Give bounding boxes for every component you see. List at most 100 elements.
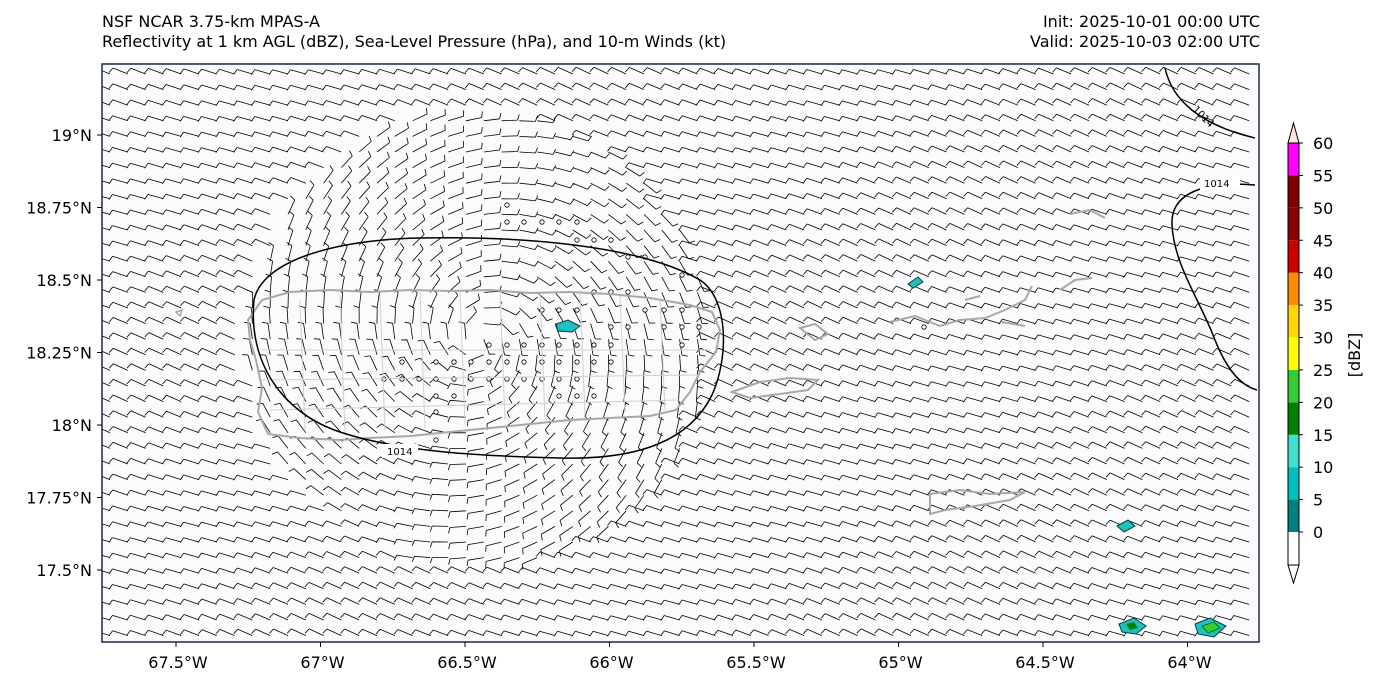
colorbar-bin: [1288, 434, 1299, 468]
virgin-islands-north: [889, 208, 1106, 328]
reflectivity-cell-south-1-core: [1126, 622, 1138, 630]
colorbar-tick-label: 50: [1313, 199, 1333, 218]
colorbar-tick-label: 25: [1313, 361, 1333, 380]
colorbar-bin: [1288, 240, 1299, 273]
lat-tick-label: 17.75°N: [26, 489, 92, 508]
calm-marker: [504, 359, 510, 365]
calm-marker: [433, 437, 439, 443]
slp-contour-northeast: [1164, 67, 1256, 139]
calm-marker: [574, 342, 580, 348]
init-time: Init: 2025-10-01 00:00 UTC: [1042, 12, 1260, 31]
colorbar-bin: [1288, 175, 1299, 208]
calm-marker: [504, 342, 510, 348]
colorbar-bin: [1288, 369, 1299, 403]
colorbar-tick-label: 55: [1313, 166, 1333, 185]
calm-marker: [591, 393, 597, 399]
colorbar-under-extend: [1287, 564, 1300, 585]
calm-marker: [679, 307, 685, 313]
calm-marker: [556, 359, 562, 365]
puerto-rico-coastline: [246, 288, 722, 442]
calm-marker: [521, 342, 527, 348]
calm-marker: [399, 359, 405, 365]
colorbar-tick-label: 5: [1313, 491, 1323, 510]
municipal-boundaries: [261, 291, 710, 436]
calm-marker: [433, 359, 439, 365]
mona-island: [174, 308, 184, 318]
culebra-island: [797, 322, 830, 342]
time-block: Init: 2025-10-01 00:00 UTC Valid: 2025-1…: [1030, 12, 1260, 52]
calm-marker: [486, 359, 492, 365]
calm-marker: [921, 324, 927, 330]
title-block: NSF NCAR 3.75-km MPAS-A Reflectivity at …: [102, 12, 726, 52]
colorbar-bin: [1288, 499, 1299, 532]
colorbar-tick-label: 30: [1313, 329, 1333, 348]
calm-marker: [574, 237, 580, 243]
valid-time: Valid: 2025-10-03 02:00 UTC: [1029, 32, 1260, 51]
calm-marker: [696, 324, 702, 330]
calm-marker: [574, 376, 580, 382]
calm-marker: [556, 393, 562, 399]
lat-tick-label: 18°N: [52, 416, 92, 435]
calm-marker: [504, 219, 510, 225]
calm-marker: [416, 376, 422, 382]
calm-marker: [625, 324, 631, 330]
calm-marker: [504, 202, 510, 208]
calm-marker: [468, 359, 474, 365]
contour-label-pr: 1014: [387, 447, 412, 458]
calm-marker: [574, 219, 580, 225]
calm-marker: [486, 342, 492, 348]
calm-marker: [521, 359, 527, 365]
calm-marker: [574, 359, 580, 365]
colorbar-bin: [1288, 337, 1299, 370]
calm-marker: [433, 376, 439, 382]
colorbar-tick-label: 60: [1313, 134, 1333, 153]
calm-marker: [679, 342, 685, 348]
colorbar-label: [dBZ]: [1345, 333, 1364, 378]
colorbar-frame: [1287, 142, 1300, 566]
calm-marker: [679, 324, 685, 330]
colorbar-tick-label: 20: [1313, 393, 1333, 412]
colorbar-tick-label: 45: [1313, 231, 1333, 250]
colorbar-bin-below-zero: [1288, 532, 1299, 565]
calm-marker: [608, 342, 614, 348]
calm-marker: [521, 219, 527, 225]
reflectivity-cell-pr: [555, 319, 581, 333]
calm-marker: [661, 307, 667, 313]
lon-tick-label: 64.5°W: [1015, 653, 1075, 672]
colorbar-tick-label: 40: [1313, 264, 1333, 283]
reflectivity-cell-south-2-core: [1201, 621, 1221, 634]
colorbar-tick-label: 10: [1313, 458, 1333, 477]
lon-tick-label: 65.5°W: [726, 653, 786, 672]
lat-tick-label: 17.5°N: [36, 561, 92, 580]
lon-tick-label: 67°W: [300, 653, 344, 672]
calm-marker: [574, 393, 580, 399]
calm-marker: [451, 393, 457, 399]
colorbar: 0 5 10 15 20 25 30 35 40 45 50 55 60: [1287, 121, 1333, 585]
calm-marker: [433, 409, 439, 415]
lat-tick-label: 18.25°N: [26, 344, 92, 363]
calm-marker: [661, 324, 667, 330]
colorbar-tick-label: 0: [1313, 523, 1323, 542]
reflectivity-cell-north: [907, 276, 924, 289]
colorbar-bin: [1288, 402, 1299, 435]
calm-marker: [591, 237, 597, 243]
colorbar-bin: [1288, 305, 1299, 338]
latitude-axis: 19°N 18.75°N 18.5°N 18.25°N 18°N 17.75°N 17.5°…: [26, 126, 102, 580]
calm-marker: [539, 219, 545, 225]
reflectivity-cell-southeast: [1116, 519, 1136, 533]
colorbar-bin: [1288, 467, 1299, 500]
calm-marker: [591, 342, 597, 348]
calm-marker: [574, 307, 580, 313]
lon-tick-label: 66.5°W: [437, 653, 497, 672]
calm-marker: [556, 342, 562, 348]
st-croix-island: [929, 488, 1026, 516]
lon-tick-label: 64°W: [1167, 653, 1211, 672]
colorbar-bin: [1288, 272, 1299, 306]
field-title: Reflectivity at 1 km AGL (dBZ), Sea-Leve…: [102, 32, 727, 51]
calm-marker: [556, 307, 562, 313]
model-title: NSF NCAR 3.75-km MPAS-A: [102, 12, 320, 31]
lat-tick-label: 19°N: [52, 126, 92, 145]
colorbar-bin: [1288, 143, 1299, 176]
colorbar-tick-label: 15: [1313, 426, 1333, 445]
colorbar-tick-label: 35: [1313, 296, 1333, 315]
